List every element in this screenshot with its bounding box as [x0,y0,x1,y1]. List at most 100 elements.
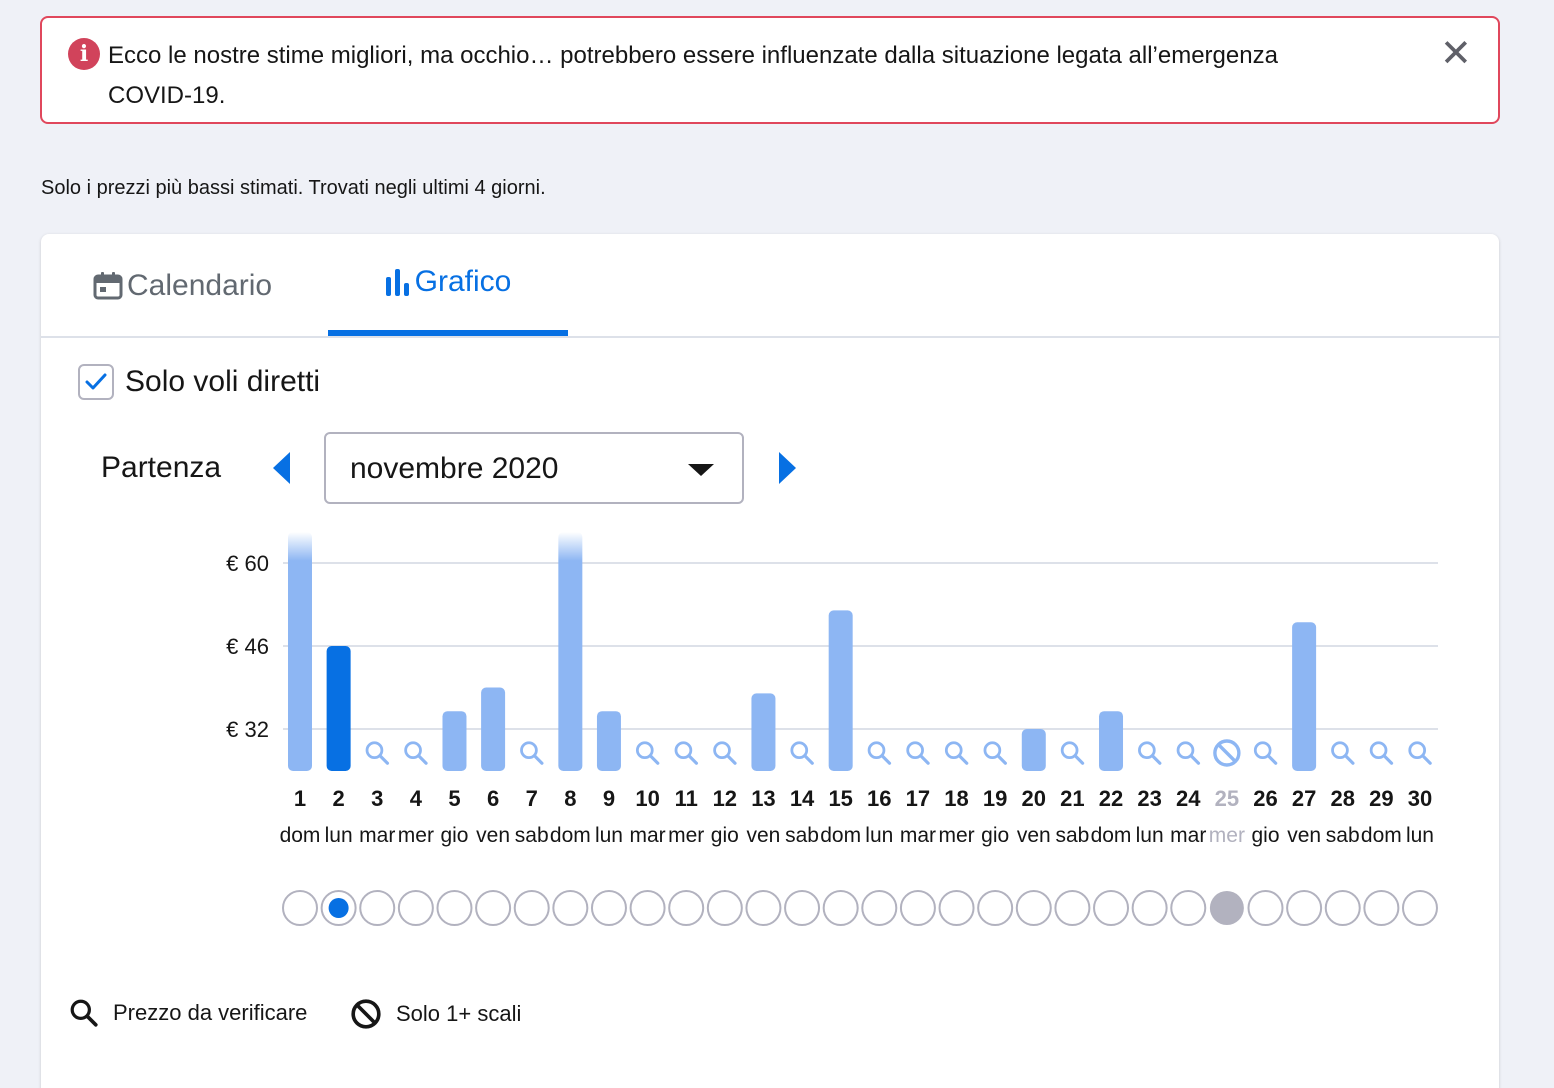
weekday-label: ven [1017,824,1051,847]
day-radio[interactable] [1170,890,1207,926]
direct-flights-filter[interactable]: Solo voli diretti [78,364,320,400]
no-entry-icon [351,999,381,1029]
weekday-label: sab [1055,824,1089,847]
day-radio[interactable] [1054,890,1091,926]
day-radio[interactable] [745,890,782,926]
day-radio[interactable] [899,890,936,926]
day-radio[interactable] [397,890,434,926]
price-bar[interactable] [1021,729,1046,771]
weekday-label: sab [1326,824,1360,847]
day-radio[interactable] [1015,890,1052,926]
day-number-label: 13 [751,786,775,811]
day-radio[interactable] [1247,890,1284,926]
day-number-label: 12 [713,786,737,811]
day-radio[interactable] [282,890,318,926]
weekday-label: sab [785,824,819,847]
weekday-label: gio [1251,824,1279,847]
month-select-value: novembre 2020 [350,452,559,485]
day-radio[interactable] [822,890,859,926]
legend-stops-label: Solo 1+ scali [396,1001,522,1026]
next-month-arrow-icon[interactable] [777,450,799,486]
day-radio[interactable] [1363,890,1400,926]
day-number-label: 19 [983,786,1007,811]
price-bar[interactable] [751,693,776,771]
direct-flights-checkbox[interactable] [78,364,114,400]
price-bar[interactable] [1292,622,1317,771]
prev-month-arrow-icon[interactable] [270,450,292,486]
day-number-label: 8 [564,786,576,811]
checkmark-icon [85,373,107,390]
price-bar[interactable] [596,711,621,771]
day-radio[interactable] [629,890,666,926]
day-number-label: 7 [526,786,538,811]
close-icon[interactable]: ✕ [1440,31,1472,75]
day-radio[interactable] [1324,890,1361,926]
day-radio[interactable] [475,890,512,926]
day-number-label: 6 [487,786,499,811]
day-number-label: 4 [410,786,423,811]
day-number-label: 5 [448,786,460,811]
day-radio[interactable] [977,890,1014,926]
price-bar[interactable] [442,711,467,771]
day-number-label: 27 [1292,786,1316,811]
day-number-label: 20 [1022,786,1046,811]
y-tick-label: € 60 [226,551,269,576]
day-radio[interactable] [668,890,705,926]
weekday-label: lun [325,824,353,847]
tab-calendario[interactable]: Calendario [93,234,272,338]
day-radio[interactable] [1401,890,1438,926]
weekday-label: dom [280,824,321,847]
weekday-label: ven [1287,824,1321,847]
price-bar[interactable] [288,532,312,771]
day-number-label: 23 [1137,786,1161,811]
day-number-label: 28 [1330,786,1354,811]
chevron-down-icon [688,464,714,476]
price-bar[interactable] [828,610,853,771]
price-bar[interactable] [481,687,506,772]
weekday-label: mer [398,824,434,847]
price-graph-card: Calendario Grafico Solo voli diretti Par… [41,234,1499,1088]
month-select[interactable]: novembre 2020 [324,432,744,504]
legend-verify-label: Prezzo da verificare [113,1000,308,1025]
day-number-label: 9 [603,786,615,811]
day-number-label: 25 [1215,786,1239,811]
day-radio[interactable] [938,890,975,926]
day-number-label: 21 [1060,786,1084,811]
day-number-label: 2 [332,786,344,811]
day-radio[interactable] [784,890,821,926]
weekday-label: dom [1091,824,1132,847]
tab-grafico-label: Grafico [414,265,512,298]
weekday-label: gio [711,824,739,847]
price-bar[interactable] [558,532,583,771]
price-bar[interactable] [1099,711,1124,771]
day-number-label: 1 [294,786,306,811]
view-tabs: Calendario Grafico [41,234,1499,338]
weekday-label: dom [1361,824,1402,847]
day-number-label: 29 [1369,786,1393,811]
price-bar[interactable] [326,646,351,771]
day-radio[interactable] [359,890,396,926]
day-radio[interactable] [1286,890,1323,926]
day-radio[interactable] [552,890,589,926]
tab-calendario-label: Calendario [127,269,273,302]
covid-alert: i Ecco le nostre stime migliori, ma occh… [40,16,1500,124]
weekday-label: lun [1406,824,1434,847]
tab-grafico[interactable]: Grafico [328,234,568,336]
day-radio[interactable] [861,890,898,926]
day-number-label: 17 [906,786,930,811]
day-radio[interactable] [1093,890,1130,926]
weekday-label: mar [629,824,665,847]
day-radio[interactable] [513,890,550,926]
day-radio[interactable] [1131,890,1168,926]
magnifier-icon [70,999,98,1027]
day-radio[interactable] [436,890,473,926]
day-radio[interactable] [590,890,627,926]
weekday-label: mer [938,824,974,847]
departure-label: Partenza [101,451,222,484]
day-number-label: 24 [1176,786,1201,811]
day-radio[interactable] [706,890,743,926]
day-number-label: 26 [1253,786,1277,811]
weekday-label: gio [440,824,468,847]
day-number-label: 11 [675,786,698,811]
